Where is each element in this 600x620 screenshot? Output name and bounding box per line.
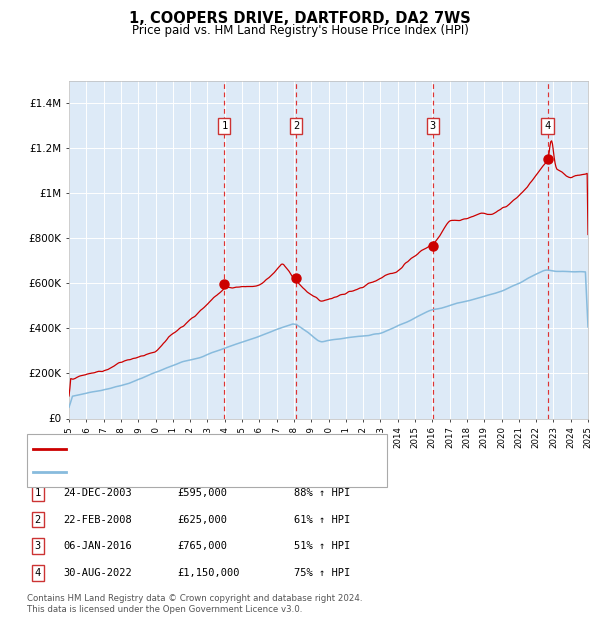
Text: 3: 3 — [35, 541, 41, 551]
Text: £1,150,000: £1,150,000 — [177, 568, 239, 578]
Text: Contains HM Land Registry data © Crown copyright and database right 2024.
This d: Contains HM Land Registry data © Crown c… — [27, 595, 362, 614]
Text: 4: 4 — [35, 568, 41, 578]
Text: 4: 4 — [544, 122, 551, 131]
Text: 3: 3 — [430, 122, 436, 131]
Text: 1: 1 — [221, 122, 227, 131]
Text: 06-JAN-2016: 06-JAN-2016 — [63, 541, 132, 551]
Text: Price paid vs. HM Land Registry's House Price Index (HPI): Price paid vs. HM Land Registry's House … — [131, 24, 469, 37]
Text: 51% ↑ HPI: 51% ↑ HPI — [294, 541, 350, 551]
Text: 22-FEB-2008: 22-FEB-2008 — [63, 515, 132, 525]
Text: 2: 2 — [293, 122, 299, 131]
Text: 88% ↑ HPI: 88% ↑ HPI — [294, 488, 350, 498]
Text: 1: 1 — [35, 488, 41, 498]
Text: 30-AUG-2022: 30-AUG-2022 — [63, 568, 132, 578]
Text: 24-DEC-2003: 24-DEC-2003 — [63, 488, 132, 498]
Text: 75% ↑ HPI: 75% ↑ HPI — [294, 568, 350, 578]
Text: 2: 2 — [35, 515, 41, 525]
Text: £625,000: £625,000 — [177, 515, 227, 525]
Text: 1, COOPERS DRIVE, DARTFORD, DA2 7WS: 1, COOPERS DRIVE, DARTFORD, DA2 7WS — [129, 11, 471, 26]
Text: £765,000: £765,000 — [177, 541, 227, 551]
Text: 1, COOPERS DRIVE, DARTFORD, DA2 7WS (detached house): 1, COOPERS DRIVE, DARTFORD, DA2 7WS (det… — [72, 444, 371, 454]
Text: HPI: Average price, detached house, Dartford: HPI: Average price, detached house, Dart… — [72, 467, 298, 477]
Text: 61% ↑ HPI: 61% ↑ HPI — [294, 515, 350, 525]
Text: £595,000: £595,000 — [177, 488, 227, 498]
